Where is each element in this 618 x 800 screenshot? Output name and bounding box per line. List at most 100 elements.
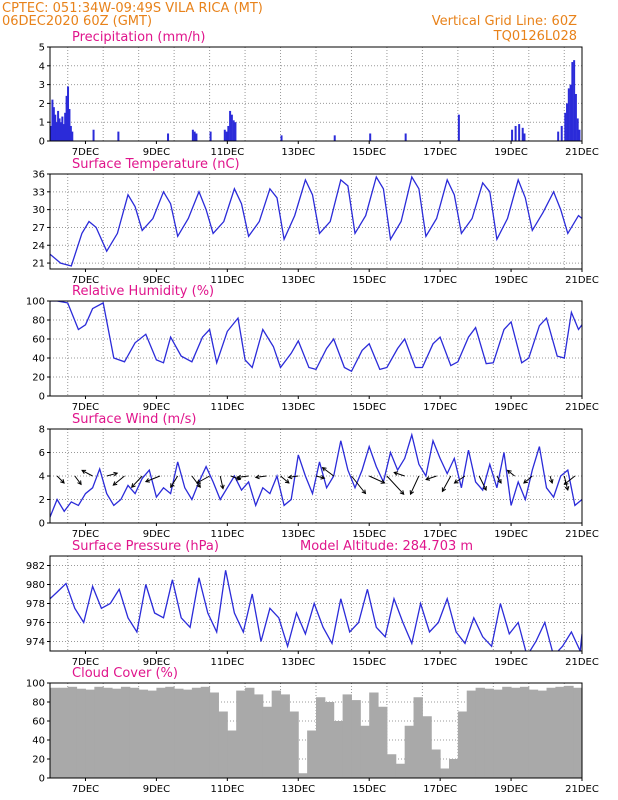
wind-vector-shaft bbox=[507, 470, 515, 477]
x-date-label: 19DEC bbox=[494, 657, 528, 668]
x-date-label: 17DEC bbox=[423, 147, 457, 158]
cloud-bar bbox=[342, 694, 352, 778]
wind-vector-head bbox=[548, 478, 554, 484]
wind-vector-head bbox=[60, 479, 65, 484]
wind-vector bbox=[351, 475, 367, 495]
cloud-bar bbox=[209, 692, 219, 778]
cloud-bar bbox=[67, 686, 78, 778]
cloud-bar bbox=[324, 702, 335, 778]
y-tick-label: 0 bbox=[39, 519, 45, 530]
cloud-bar bbox=[271, 690, 282, 778]
cloud-bar bbox=[449, 759, 459, 778]
wind-vector bbox=[478, 475, 487, 491]
x-date-label: 11DEC bbox=[210, 784, 244, 795]
wind-vector-head bbox=[441, 487, 446, 493]
wind-vector bbox=[130, 475, 143, 488]
cloud-bar bbox=[76, 688, 86, 778]
precip-bar bbox=[191, 129, 194, 141]
cloud-bar bbox=[58, 687, 69, 778]
wind-vector-head bbox=[113, 471, 119, 477]
cloud-bar bbox=[218, 711, 228, 778]
panel-frame bbox=[49, 300, 583, 397]
panel-annotation: Model Altitude: 284.703 m bbox=[300, 539, 473, 554]
precip-bar bbox=[230, 114, 233, 141]
x-date-label: 21DEC bbox=[565, 657, 599, 668]
panel-frame bbox=[49, 682, 583, 779]
wind-vector-head bbox=[523, 479, 528, 484]
cloud-bar bbox=[191, 687, 202, 778]
wind-vector bbox=[191, 475, 201, 489]
wind-vector-shaft bbox=[478, 475, 487, 491]
wind-vector-shaft bbox=[549, 475, 553, 484]
cloud-bar bbox=[147, 690, 157, 778]
x-date-label: 13DEC bbox=[281, 275, 315, 286]
wind-vector-head bbox=[284, 479, 290, 484]
precip-bar bbox=[167, 133, 170, 141]
panel-frame bbox=[49, 173, 583, 270]
header-location: CPTEC: 051:34W-09:49S VILA RICA (MT) bbox=[2, 1, 263, 16]
wind-vector-shaft bbox=[230, 475, 241, 480]
wind-vector-head bbox=[393, 471, 399, 476]
panel-frame bbox=[49, 555, 583, 652]
wind-vector-shaft bbox=[496, 475, 502, 484]
wind-vector-head bbox=[506, 469, 512, 475]
precip-bar bbox=[514, 125, 517, 141]
y-tick-label: 0 bbox=[39, 392, 45, 403]
wind-vector-head bbox=[170, 483, 175, 489]
precip-bar bbox=[573, 60, 576, 141]
cloud-bar bbox=[138, 689, 149, 778]
cloud-bar bbox=[156, 687, 166, 778]
wind-vector bbox=[523, 475, 533, 484]
wind-vector-shaft bbox=[386, 475, 405, 495]
x-date-label: 9DEC bbox=[143, 784, 170, 795]
cloud-bar bbox=[413, 697, 423, 778]
cloud-bar bbox=[404, 725, 415, 778]
wind-vector bbox=[196, 475, 210, 484]
wind-vector-shaft bbox=[56, 475, 65, 484]
x-date-label: 21DEC bbox=[565, 275, 599, 286]
wind-vector-head bbox=[287, 474, 293, 480]
x-date-label: 9DEC bbox=[143, 402, 170, 413]
panel-data bbox=[50, 432, 582, 518]
y-tick-label: 20 bbox=[32, 373, 45, 384]
wind-vector-head bbox=[380, 479, 386, 484]
precip-bar bbox=[71, 131, 74, 141]
wind-vector-head bbox=[563, 480, 569, 486]
precip-bar bbox=[578, 129, 581, 141]
y-tick-label: 2 bbox=[39, 99, 45, 110]
wind-vector bbox=[219, 475, 225, 490]
precip-bar bbox=[511, 129, 514, 141]
x-date-label: 11DEC bbox=[210, 402, 244, 413]
precip-bar bbox=[54, 114, 57, 141]
wind-vector-shaft bbox=[441, 475, 452, 492]
x-date-label: 17DEC bbox=[423, 657, 457, 668]
wind-vector bbox=[386, 475, 405, 495]
y-tick-label: 100 bbox=[26, 679, 45, 690]
panel-2: Surface Temperature (nC) 21 24 27 30 33 36 7DEC… bbox=[32, 157, 599, 286]
cloud-bar bbox=[289, 711, 299, 778]
precip-bar bbox=[227, 125, 230, 141]
precip-bar bbox=[50, 125, 52, 141]
wind-vector-shaft bbox=[81, 469, 93, 477]
precip-bar bbox=[62, 124, 65, 141]
x-date-label: 15DEC bbox=[352, 402, 386, 413]
precip-bar bbox=[69, 125, 72, 141]
x-date-label: 9DEC bbox=[143, 529, 170, 540]
wind-vector-shaft bbox=[315, 475, 325, 479]
precip-bar bbox=[574, 94, 577, 141]
cloud-bar bbox=[112, 688, 122, 778]
x-date-label: 21DEC bbox=[565, 147, 599, 158]
cloud-bar bbox=[386, 754, 397, 778]
y-tick-label: 27 bbox=[32, 223, 45, 234]
precip-bar bbox=[209, 131, 212, 141]
cloud-bar bbox=[519, 686, 530, 778]
cloud-bar bbox=[227, 730, 237, 778]
panel-frame bbox=[49, 46, 583, 142]
series-line bbox=[50, 432, 582, 518]
cloud-bar bbox=[351, 700, 361, 778]
cloud-bar bbox=[378, 706, 388, 778]
precip-bar bbox=[234, 122, 237, 141]
wind-vector bbox=[425, 475, 437, 481]
cloud-bar bbox=[236, 690, 246, 778]
y-tick-label: 40 bbox=[32, 736, 45, 747]
